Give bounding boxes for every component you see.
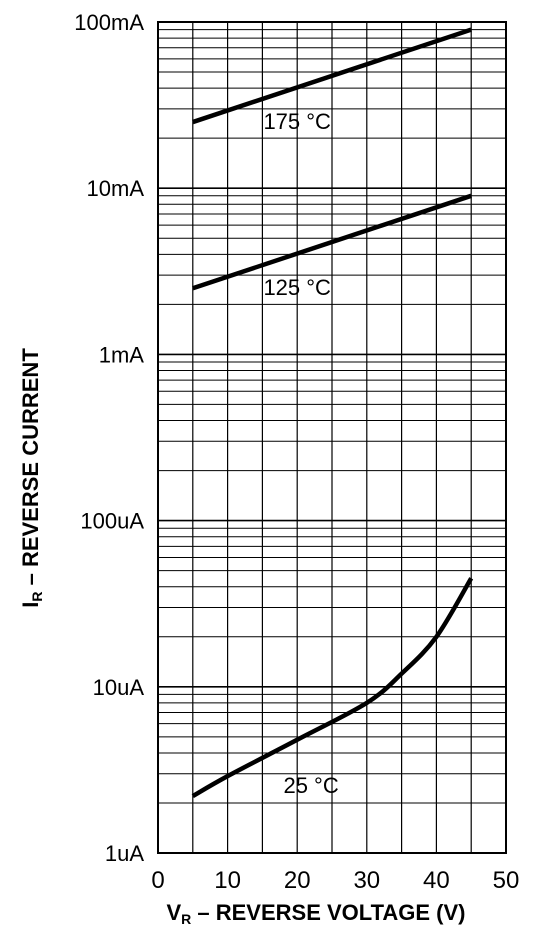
- x-tick-label: 40: [423, 867, 450, 894]
- y-axis-title-rest: – REVERSE CURRENT: [18, 348, 43, 592]
- series-curve: [192, 27, 472, 125]
- series-label: 25 °C: [283, 773, 338, 798]
- y-tick-label: 100uA: [80, 509, 144, 534]
- y-tick-label: 100mA: [74, 10, 144, 35]
- y-axis-title-main: I: [18, 602, 43, 608]
- x-axis-title-main: V: [166, 900, 181, 925]
- x-tick-label: 20: [284, 867, 311, 894]
- series-curve: [191, 577, 474, 799]
- x-tick-label: 0: [151, 867, 164, 894]
- x-axis-title-sub: R: [181, 911, 191, 927]
- x-tick-label: 30: [353, 867, 380, 894]
- x-tick-label: 50: [493, 867, 520, 894]
- series-labels: 175 °C 125 °C 25 °C: [263, 109, 338, 798]
- y-tick-label: 10uA: [93, 675, 145, 700]
- y-axis-title: IR – REVERSE CURRENT: [18, 348, 45, 608]
- y-tick-label: 1mA: [99, 342, 145, 367]
- x-axis-title: VR – REVERSE VOLTAGE (V): [166, 900, 465, 927]
- plot-frame: [157, 21, 507, 854]
- y-tick-label: 10mA: [87, 176, 145, 201]
- grid: [157, 21, 507, 854]
- series-curve: [192, 193, 472, 291]
- y-tick-label: 1uA: [105, 841, 144, 866]
- series-label: 125 °C: [263, 275, 331, 300]
- series-label: 175 °C: [263, 109, 331, 134]
- y-tick-labels: 1uA 10uA 100uA 1mA 10mA 100mA: [74, 10, 144, 866]
- x-axis-title-rest: – REVERSE VOLTAGE (V): [191, 900, 465, 925]
- x-tick-labels: 0 10 20 30 40 50: [151, 867, 519, 894]
- y-axis-title-sub: R: [29, 592, 45, 602]
- x-tick-label: 10: [214, 867, 241, 894]
- curves: [191, 27, 474, 799]
